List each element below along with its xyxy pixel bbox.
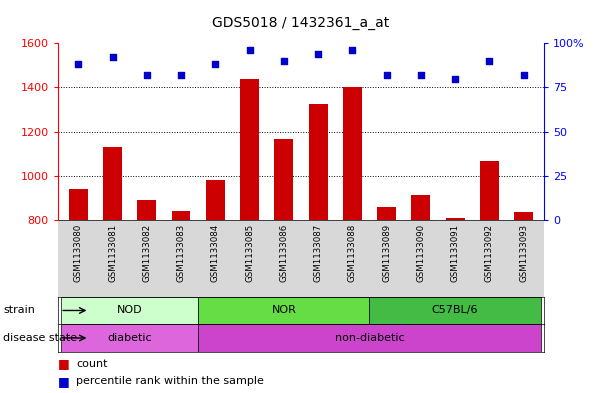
- Text: disease state: disease state: [3, 333, 77, 343]
- Text: GSM1133081: GSM1133081: [108, 224, 117, 282]
- Text: GSM1133088: GSM1133088: [348, 224, 357, 282]
- Bar: [198, 297, 370, 324]
- Text: C57BL/6: C57BL/6: [432, 305, 478, 316]
- Text: GSM1133090: GSM1133090: [416, 224, 426, 282]
- Point: [485, 58, 494, 64]
- Point: [142, 72, 151, 78]
- Text: GSM1133087: GSM1133087: [314, 224, 323, 282]
- Bar: [206, 180, 225, 220]
- Bar: [412, 195, 430, 220]
- Bar: [137, 200, 156, 220]
- Bar: [61, 324, 198, 352]
- Point: [416, 72, 426, 78]
- Text: NOD: NOD: [117, 305, 142, 316]
- Text: non-diabetic: non-diabetic: [334, 333, 404, 343]
- Point: [313, 51, 323, 57]
- Text: count: count: [76, 358, 108, 369]
- Point: [451, 75, 460, 82]
- Bar: [240, 79, 259, 220]
- Text: strain: strain: [3, 305, 35, 316]
- Bar: [446, 218, 465, 220]
- Bar: [103, 147, 122, 220]
- Point: [210, 61, 220, 68]
- Bar: [377, 207, 396, 220]
- Bar: [69, 189, 88, 220]
- Text: GSM1133080: GSM1133080: [74, 224, 83, 282]
- Text: GSM1133086: GSM1133086: [279, 224, 288, 282]
- Bar: [309, 104, 328, 220]
- Bar: [171, 211, 190, 220]
- Text: GSM1133085: GSM1133085: [245, 224, 254, 282]
- Bar: [480, 162, 499, 220]
- Bar: [514, 212, 533, 220]
- Text: GSM1133091: GSM1133091: [451, 224, 460, 282]
- Text: GSM1133092: GSM1133092: [485, 224, 494, 282]
- Bar: [343, 87, 362, 220]
- Text: NOR: NOR: [271, 305, 296, 316]
- Text: GSM1133089: GSM1133089: [382, 224, 391, 282]
- Text: GDS5018 / 1432361_a_at: GDS5018 / 1432361_a_at: [212, 16, 390, 30]
- Text: ■: ■: [58, 375, 69, 388]
- Bar: [370, 297, 541, 324]
- Point: [176, 72, 186, 78]
- Text: diabetic: diabetic: [108, 333, 152, 343]
- Text: GSM1133093: GSM1133093: [519, 224, 528, 282]
- Point: [74, 61, 83, 68]
- Text: percentile rank within the sample: percentile rank within the sample: [76, 376, 264, 386]
- Text: ■: ■: [58, 357, 69, 370]
- Point: [279, 58, 289, 64]
- Point: [244, 47, 254, 53]
- Point: [108, 54, 117, 61]
- Bar: [61, 297, 198, 324]
- Bar: [274, 140, 293, 220]
- Text: GSM1133084: GSM1133084: [211, 224, 220, 282]
- Bar: [198, 324, 541, 352]
- Text: GSM1133083: GSM1133083: [176, 224, 185, 282]
- Point: [519, 72, 528, 78]
- Text: GSM1133082: GSM1133082: [142, 224, 151, 282]
- Point: [348, 47, 358, 53]
- Point: [382, 72, 392, 78]
